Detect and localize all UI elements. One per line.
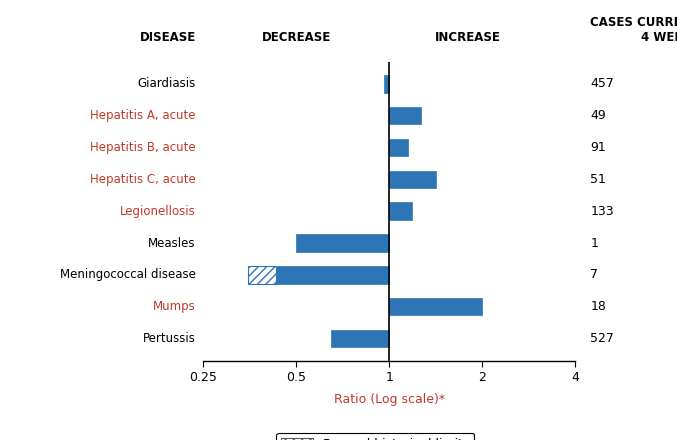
Bar	[389, 171, 437, 188]
Text: 457: 457	[590, 77, 614, 90]
Text: 7: 7	[590, 268, 598, 281]
Bar	[389, 107, 421, 125]
Bar	[384, 75, 389, 93]
Text: Meningococcal disease: Meningococcal disease	[60, 268, 196, 281]
Text: CASES CURRENT
4 WEEKS: CASES CURRENT 4 WEEKS	[590, 16, 677, 44]
Bar	[389, 298, 482, 315]
Bar	[276, 266, 389, 284]
Text: Hepatitis C, acute: Hepatitis C, acute	[90, 173, 196, 186]
Text: 49: 49	[590, 109, 606, 122]
Bar	[248, 266, 276, 284]
Text: DECREASE: DECREASE	[261, 31, 331, 44]
Text: INCREASE: INCREASE	[435, 31, 501, 44]
Text: 1: 1	[590, 237, 598, 249]
Text: 51: 51	[590, 173, 606, 186]
Legend: Beyond historical limits: Beyond historical limits	[276, 433, 474, 440]
Text: Pertussis: Pertussis	[143, 332, 196, 345]
X-axis label: Ratio (Log scale)*: Ratio (Log scale)*	[334, 392, 445, 406]
Text: Legionellosis: Legionellosis	[120, 205, 196, 218]
Text: DISEASE: DISEASE	[139, 31, 196, 44]
Text: Hepatitis A, acute: Hepatitis A, acute	[90, 109, 196, 122]
Bar	[389, 139, 408, 156]
Text: Hepatitis B, acute: Hepatitis B, acute	[90, 141, 196, 154]
Text: 527: 527	[590, 332, 614, 345]
Bar	[332, 330, 389, 347]
Bar	[297, 234, 389, 252]
Text: Measles: Measles	[148, 237, 196, 249]
Text: 133: 133	[590, 205, 614, 218]
Bar	[389, 202, 412, 220]
Text: Mumps: Mumps	[153, 300, 196, 313]
Text: 18: 18	[590, 300, 606, 313]
Text: 91: 91	[590, 141, 606, 154]
Text: Giardiasis: Giardiasis	[137, 77, 196, 90]
